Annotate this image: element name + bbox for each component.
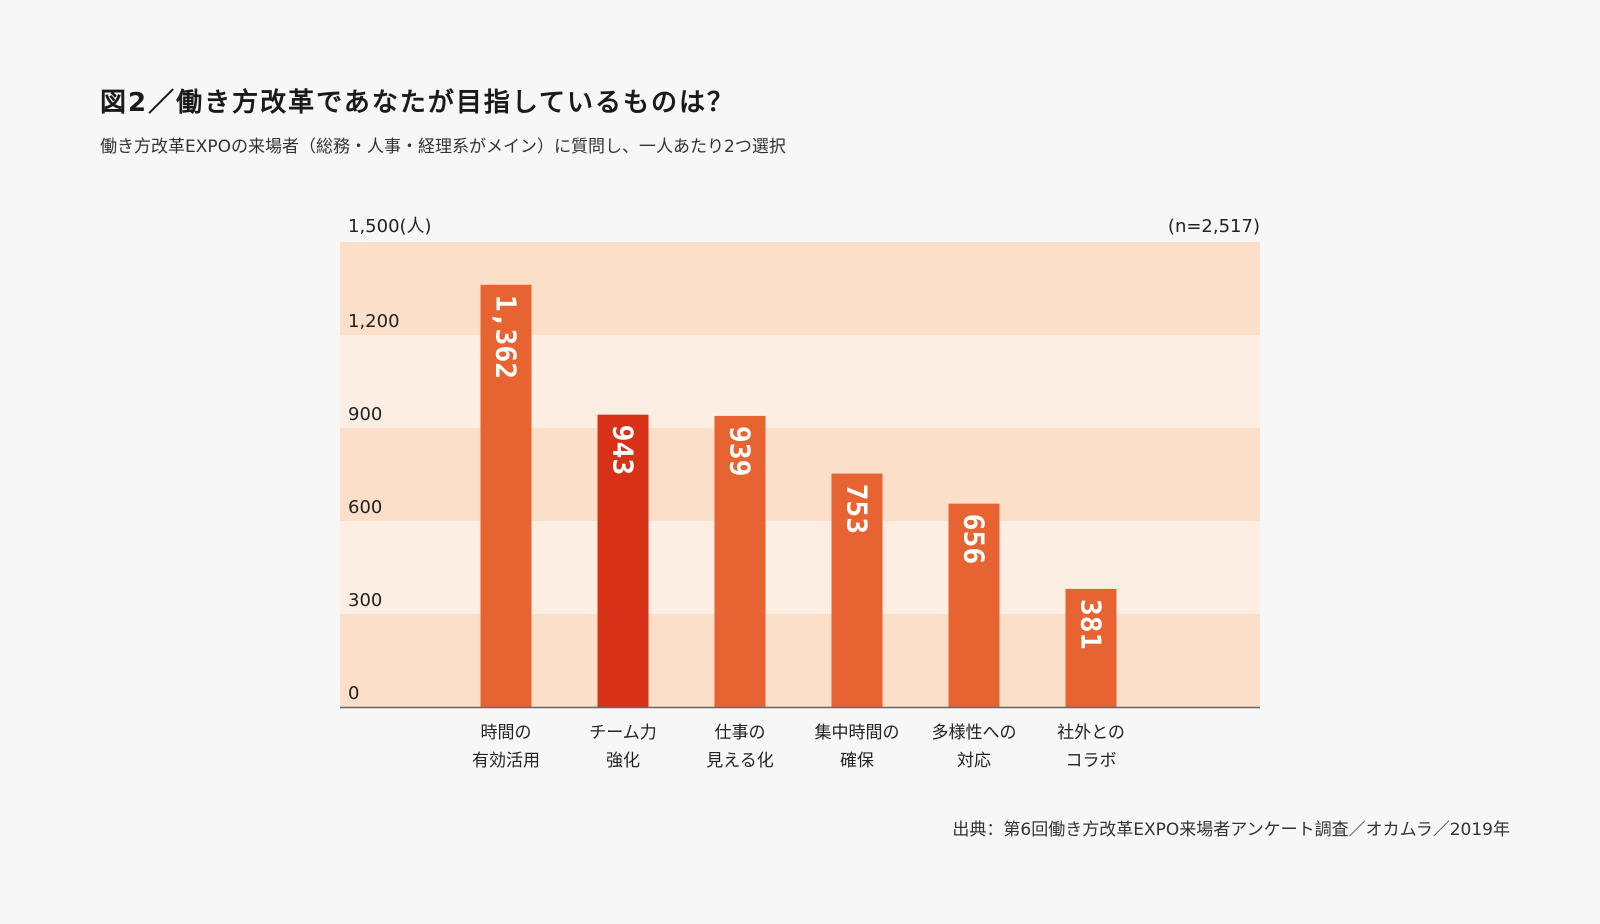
bar-value-label: 656 (958, 514, 991, 565)
y-tick-label: 900 (348, 404, 382, 425)
bar-value-label: 939 (724, 426, 757, 477)
bar (480, 284, 532, 707)
y-axis-ticks: 0 300 600 900 1,200 (348, 311, 400, 704)
bar-value-label: 943 (607, 425, 640, 476)
category-label: 集中時間の確保 (815, 723, 900, 771)
bar-value-labels: 1,362 943 939 753 656 381 (490, 295, 1108, 650)
background-band (340, 242, 1260, 335)
category-label: 多様性への対応 (932, 723, 1017, 771)
bar-value-label: 1,362 (490, 295, 523, 379)
background-bands (340, 242, 1260, 707)
bar (597, 414, 649, 707)
chart-title: 図2／働き方改革であなたが目指しているものは？ (100, 88, 736, 118)
category-labels: 時間の有効活用 チーム力強化 仕事の見える化集中時間の確保多様性への対応社外とのコラ… (472, 723, 1125, 771)
bar-value-label: 381 (1075, 599, 1108, 650)
background-band (340, 521, 1260, 614)
y-tick-label: 300 (348, 590, 382, 611)
background-band (340, 614, 1260, 707)
bar (831, 473, 883, 707)
category-label: チーム力強化 (589, 723, 657, 771)
y-axis-label: 1,500(人) (348, 216, 432, 237)
background-band (340, 335, 1260, 428)
sample-size-note: (n=2,517) (1168, 216, 1260, 237)
y-tick-label: 0 (348, 683, 359, 704)
background-band (340, 428, 1260, 521)
bar (948, 503, 1000, 707)
source-note: 出典：第6回働き方改革EXPO来場者アンケート調査／オカムラ／2019年 (952, 820, 1510, 840)
category-label: 時間の有効活用 (472, 723, 540, 771)
y-tick-label: 1,200 (348, 311, 400, 332)
bars (480, 284, 1117, 707)
bar (714, 415, 766, 707)
y-tick-label: 600 (348, 497, 382, 518)
category-label: 仕事の見える化 (706, 723, 774, 771)
chart-subtitle: 働き方改革EXPOの来場者（総務・人事・経理系がメイン）に質問し、一人あたり2つ… (100, 137, 786, 157)
bar (1065, 588, 1117, 707)
bar-value-label: 753 (841, 484, 874, 535)
category-label: 社外とのコラボ (1057, 723, 1125, 771)
